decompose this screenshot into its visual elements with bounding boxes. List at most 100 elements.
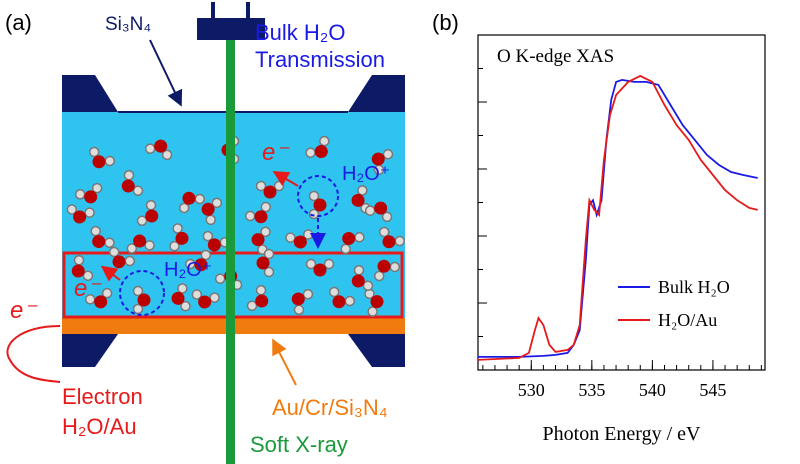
hydrogen: [191, 289, 203, 300]
window-label: Si₃N₄: [105, 14, 151, 35]
water-molecule: [136, 199, 159, 227]
oxygen: [182, 191, 196, 205]
frame: [348, 334, 405, 367]
water-molecule: [201, 197, 223, 226]
hydrogen: [108, 246, 120, 258]
oxygen: [112, 255, 126, 269]
water-molecule: [308, 190, 327, 220]
detection-label: Electron: [62, 384, 143, 409]
hydrogen: [124, 255, 136, 267]
hydrogen: [101, 287, 113, 299]
oxygen: [145, 209, 159, 223]
chart-title: O K-edge XAS: [497, 46, 614, 67]
water-molecule: [90, 225, 115, 249]
oxygen: [313, 263, 327, 277]
water-molecule: [351, 185, 371, 214]
hydrogen: [202, 230, 214, 242]
arrow: [272, 170, 299, 187]
electron-label: e⁻: [262, 139, 290, 166]
hydrogen: [323, 258, 335, 270]
detector-pin: [211, 2, 215, 18]
hydrogen: [209, 292, 220, 303]
water-molecule: [244, 201, 272, 224]
water-molecule: [351, 264, 374, 292]
hydrogen: [73, 254, 85, 266]
hydrogen: [244, 210, 256, 222]
water-molecule: [256, 248, 275, 278]
hydrogen: [211, 197, 223, 209]
oxygen: [92, 155, 106, 169]
oxygen: [370, 295, 384, 309]
hydrogen: [305, 258, 317, 270]
arrow: [149, 39, 183, 107]
water-molecule: [171, 283, 191, 312]
hydrogen: [263, 248, 275, 260]
hydrogen: [246, 300, 258, 312]
water-molecule: [378, 226, 406, 249]
hydrogen: [255, 284, 267, 296]
water-molecule: [84, 287, 113, 309]
hydrogen: [260, 201, 272, 213]
oxygen: [332, 295, 346, 309]
water-molecule: [66, 204, 95, 224]
hydrogen: [132, 303, 144, 315]
beam-label: Bulk H₂O: [255, 20, 345, 45]
hydrogen: [66, 204, 78, 215]
oxygen: [84, 190, 98, 204]
hydrogen: [302, 288, 314, 300]
hydrogen: [123, 169, 135, 181]
hydrogen: [354, 232, 365, 243]
hydrogen: [293, 304, 305, 316]
oxygen: [374, 201, 388, 215]
arrow: [272, 338, 297, 386]
hydrogen: [90, 225, 101, 237]
hydrogen: [180, 300, 191, 312]
hydrogen: [305, 147, 316, 158]
hydrogen: [184, 258, 196, 270]
oxygen: [171, 291, 185, 305]
electron-label: e⁻: [10, 297, 38, 324]
panel-a: (a) Si₃N₄ Bulk H₂O Transmission H₂O⁺ e⁻ …: [5, 2, 406, 464]
x-tick-label: 530: [518, 380, 545, 400]
hydrogen: [373, 270, 385, 282]
ion-circle: [297, 175, 339, 217]
oxygen: [377, 259, 391, 273]
hydrogen: [319, 135, 330, 147]
hydrogen: [104, 237, 115, 248]
oxygen: [342, 231, 356, 245]
oxygen: [351, 274, 365, 288]
hydrogen: [357, 185, 368, 196]
hydrogen: [389, 261, 401, 273]
water-molecule: [364, 201, 393, 223]
detection-label: H₂O/Au: [62, 414, 137, 439]
hydrogen: [144, 240, 155, 251]
hydrogen: [161, 149, 173, 161]
hydrogen: [214, 273, 226, 284]
detector-pin: [246, 2, 250, 18]
hydrogen: [132, 285, 144, 297]
oxygen: [201, 202, 215, 216]
data-line: [477, 74, 758, 361]
water-molecule: [108, 246, 136, 269]
hydrogen: [132, 185, 144, 197]
water-molecule: [305, 135, 330, 159]
hydrogen: [255, 180, 267, 192]
hydrogen: [260, 226, 271, 238]
water-molecule: [144, 139, 173, 161]
oxygen: [255, 294, 269, 308]
hydrogen: [172, 223, 183, 234]
water-molecule: [246, 284, 269, 312]
oxygen: [71, 264, 85, 278]
water-molecule: [373, 259, 401, 282]
oxygen: [314, 145, 328, 159]
hydrogen: [263, 266, 275, 278]
hydrogen: [205, 214, 216, 226]
hydrogen: [169, 240, 180, 252]
hydrogen: [194, 193, 206, 205]
oxygen: [73, 210, 87, 224]
water-molecule: [184, 249, 212, 272]
water-molecule: [88, 146, 116, 169]
hydrogen: [126, 243, 138, 254]
water-molecule: [291, 288, 314, 316]
